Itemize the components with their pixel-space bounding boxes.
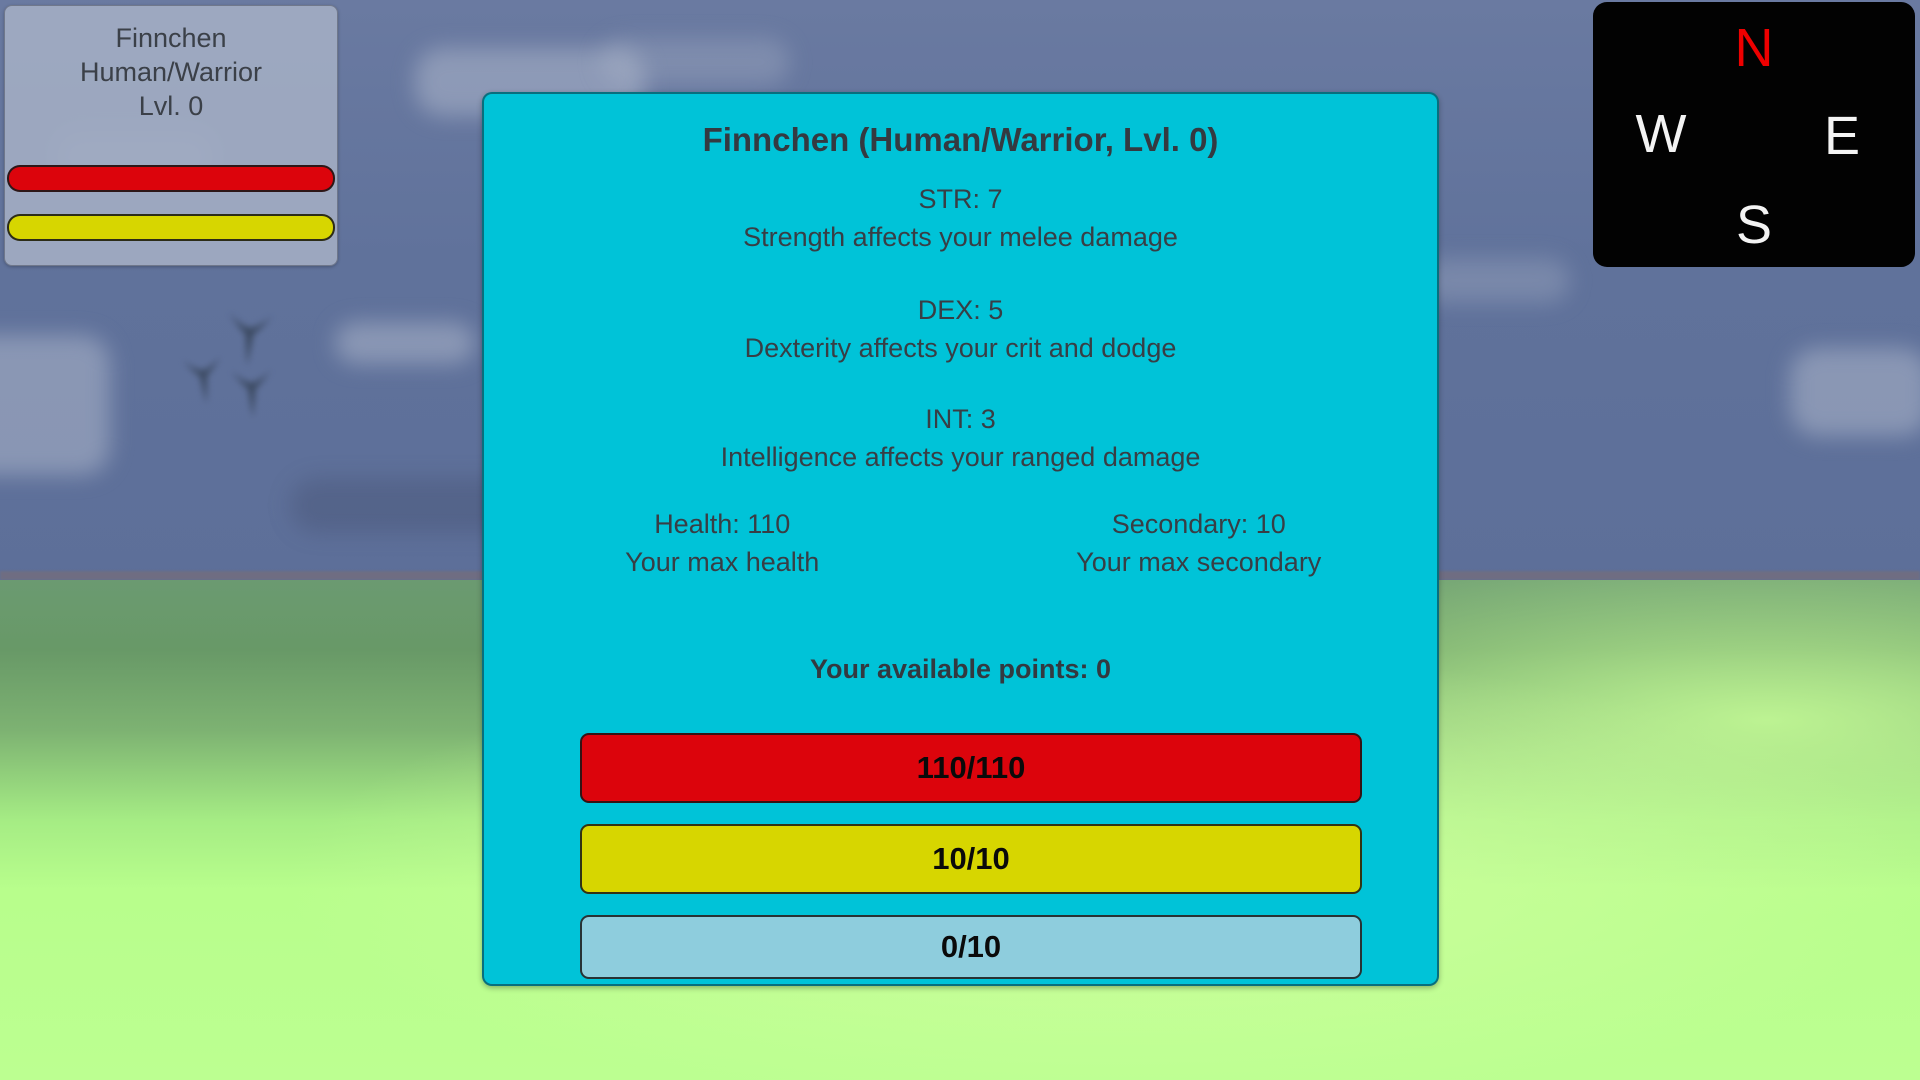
- character-level: Lvl. 0: [138, 91, 204, 121]
- secondary-bar: 10/10: [580, 824, 1362, 894]
- secondary-bar-value: 10/10: [932, 841, 1010, 876]
- cloud: [0, 335, 110, 475]
- stat-dexterity-value: DEX: 5: [917, 295, 1004, 325]
- stat-secondary-description: Your max secondary: [1076, 547, 1322, 577]
- bird-icon: [223, 310, 275, 369]
- stat-strength-value: STR: 7: [918, 184, 1003, 214]
- stat-health-description: Your max health: [625, 547, 820, 577]
- character-frame-text: Finnchen Human/Warrior Lvl. 0: [5, 6, 337, 123]
- hud-secondary-bar: [7, 214, 335, 241]
- health-bar-value: 110/110: [916, 750, 1026, 785]
- character-race-class: Human/Warrior: [79, 57, 263, 87]
- available-points-label: Your available points: 0: [809, 654, 1112, 684]
- cloud: [600, 38, 790, 86]
- stat-dexterity: DEX: 5 Dexterity affects your crit and d…: [484, 291, 1437, 367]
- health-bar: 110/110: [580, 733, 1362, 803]
- stat-strength-description: Strength affects your melee damage: [743, 222, 1178, 252]
- cloud: [335, 322, 475, 364]
- derived-stats-row: Health: 110 Your max health Secondary: 1…: [484, 505, 1437, 581]
- stat-strength: STR: 7 Strength affects your melee damag…: [484, 180, 1437, 256]
- stat-intelligence-description: Intelligence affects your ranged damage: [720, 442, 1201, 472]
- stat-health-value: Health: 110: [654, 509, 791, 539]
- hud-health-bar: [7, 165, 335, 192]
- experience-bar-value: 0/10: [940, 929, 1002, 964]
- stat-secondary-value: Secondary: 10: [1111, 509, 1286, 539]
- cloud: [1790, 348, 1920, 436]
- compass-south-label: S: [1735, 195, 1773, 255]
- stat-intelligence: INT: 3 Intelligence affects your ranged …: [484, 400, 1437, 476]
- compass-east-label: E: [1823, 106, 1861, 166]
- compass: N W E S: [1593, 2, 1915, 267]
- compass-north-label: N: [1734, 18, 1774, 78]
- experience-bar: 0/10: [580, 915, 1362, 979]
- character-frame: Finnchen Human/Warrior Lvl. 0: [4, 5, 338, 266]
- character-name: Finnchen: [115, 23, 227, 53]
- bird-icon: [228, 367, 276, 421]
- stat-secondary: Secondary: 10 Your max secondary: [961, 505, 1438, 581]
- compass-west-label: W: [1635, 104, 1687, 164]
- cloud: [1420, 258, 1570, 303]
- stat-dexterity-description: Dexterity affects your crit and dodge: [744, 333, 1177, 363]
- stats-panel-title: Finnchen (Human/Warrior, Lvl. 0): [702, 121, 1219, 158]
- character-stats-panel: Finnchen (Human/Warrior, Lvl. 0) STR: 7 …: [482, 92, 1439, 986]
- bird-icon: [180, 354, 229, 408]
- stat-intelligence-value: INT: 3: [925, 404, 996, 434]
- resource-bars: 110/110 10/10 0/10: [580, 733, 1362, 979]
- stat-health: Health: 110 Your max health: [484, 505, 961, 581]
